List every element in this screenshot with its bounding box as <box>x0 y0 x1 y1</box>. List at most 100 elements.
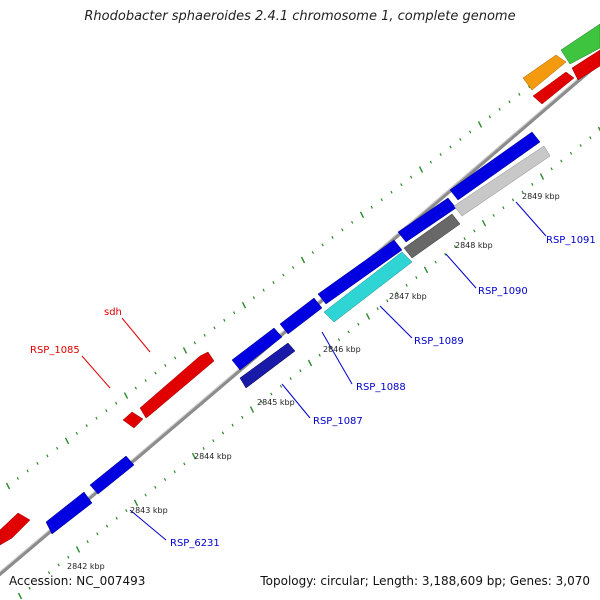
tick-label: 2844 kbp <box>194 452 232 461</box>
gene-label-rsp1087[interactable]: RSP_1087 <box>313 416 363 427</box>
gene-arrow-rsp1085[interactable] <box>122 411 144 429</box>
gene-arrow-rsp1091[interactable] <box>453 145 551 217</box>
minor-tick <box>270 392 273 396</box>
minor-tick <box>492 213 495 217</box>
gene-label-rsp1089[interactable]: RSP_1089 <box>414 336 464 347</box>
major-tick <box>133 499 139 507</box>
gene-arrow-rsp1089[interactable] <box>323 251 413 323</box>
minor-tick <box>444 252 447 256</box>
minor-tick <box>163 478 167 481</box>
minor-tick <box>453 245 457 248</box>
minor-tick <box>260 400 263 404</box>
tick-label: 2845 kbp <box>257 398 295 407</box>
gene-label-rsp1088[interactable]: RSP_1088 <box>356 382 406 393</box>
gene-arrow-green[interactable] <box>560 23 600 65</box>
minor-tick <box>105 524 109 528</box>
minor-tick <box>376 307 379 311</box>
forward-strand-genes <box>45 131 551 535</box>
gene-label-rsp1085[interactable]: RSP_1085 <box>30 345 80 356</box>
minor-tick <box>429 160 432 164</box>
gene-arrow-forward-1[interactable] <box>45 491 93 535</box>
minor-tick <box>173 470 176 474</box>
gene-arrow-orange[interactable] <box>522 54 567 91</box>
minor-tick <box>57 563 60 567</box>
genome-summary: Topology: circular; Length: 3,188,609 bp… <box>260 574 590 588</box>
minor-tick <box>518 92 521 96</box>
connector-rsp1091 <box>515 201 547 237</box>
gene-arrow-red-corner[interactable] <box>571 49 600 81</box>
minor-tick <box>115 516 118 520</box>
map-title: Rhodobacter sphaeroides 2.4.1 chromosome… <box>84 9 516 24</box>
minor-tick <box>16 476 19 480</box>
gene-arrow-rsp1088[interactable] <box>279 297 323 335</box>
minor-tick <box>233 311 236 315</box>
minor-tick <box>134 386 137 390</box>
gene-label-rsp1091[interactable]: RSP_1091 <box>546 235 596 246</box>
tick-label: 2842 kbp <box>67 562 105 571</box>
minor-tick <box>469 130 472 134</box>
gene-arrow-rsp1087-a[interactable] <box>231 327 283 371</box>
minor-tick <box>85 424 88 428</box>
gene-label-sdh[interactable]: sdh <box>104 307 122 318</box>
minor-tick <box>56 446 59 450</box>
minor-tick <box>299 369 302 373</box>
major-tick <box>17 592 23 600</box>
major-tick <box>64 437 70 445</box>
minor-tick <box>370 205 373 209</box>
gene-arrow-rsp6231[interactable] <box>89 455 135 495</box>
minor-tick <box>459 137 462 141</box>
major-tick <box>5 482 11 490</box>
minor-tick <box>357 322 360 326</box>
minor-tick <box>38 578 41 582</box>
minor-tick <box>279 384 283 388</box>
major-tick <box>481 219 487 227</box>
minor-tick <box>434 260 437 264</box>
minor-tick <box>463 237 466 241</box>
minor-tick <box>395 291 399 295</box>
minor-tick <box>144 379 147 383</box>
minor-tick <box>183 462 186 466</box>
minor-tick <box>488 115 491 119</box>
minor-tick <box>282 273 285 277</box>
gene-arrow-sdh[interactable] <box>139 351 215 419</box>
major-tick <box>241 301 247 309</box>
gene-label-rsp1090[interactable]: RSP_1090 <box>478 286 528 297</box>
accession-label: Accession: NC_007493 <box>9 574 146 588</box>
minor-tick <box>252 296 255 300</box>
minor-tick <box>75 431 78 435</box>
major-tick <box>423 266 429 274</box>
major-tick <box>418 166 424 173</box>
minor-tick <box>193 341 196 345</box>
minor-tick <box>213 326 216 330</box>
minor-tick <box>579 144 582 148</box>
gene-label-rsp6231[interactable]: RSP_6231 <box>170 538 220 549</box>
minor-tick <box>115 401 118 405</box>
minor-tick <box>337 338 341 342</box>
minor-tick <box>46 454 49 458</box>
gene-arrow-forward-mid[interactable] <box>317 239 403 305</box>
connector-rsp1087 <box>281 383 311 419</box>
minor-tick <box>164 363 167 367</box>
gene-arrow-forward-top[interactable] <box>449 131 541 201</box>
minor-tick <box>221 431 225 435</box>
minor-tick <box>262 288 265 292</box>
minor-tick <box>351 220 354 224</box>
major-tick <box>249 406 255 413</box>
connector-sdh <box>121 317 151 353</box>
scale-tick-labels: 2842 kbp 2843 kbp 2844 kbp 2845 kbp 2846… <box>67 192 560 571</box>
gene-arrow-reverse[interactable] <box>0 512 31 546</box>
gene-arrow-rsp1090[interactable] <box>403 213 461 259</box>
major-tick <box>191 452 197 460</box>
minor-tick <box>125 509 128 513</box>
major-tick <box>477 121 483 128</box>
minor-tick <box>154 371 157 375</box>
major-tick <box>597 126 600 132</box>
minor-tick <box>86 540 89 544</box>
minor-tick <box>203 333 206 337</box>
gene-arrow-red-upper[interactable] <box>532 71 575 105</box>
gene-arrow-rsp1087-b[interactable] <box>239 342 296 389</box>
connector-rsp1090 <box>445 253 477 289</box>
tick-label: 2846 kbp <box>323 345 361 354</box>
